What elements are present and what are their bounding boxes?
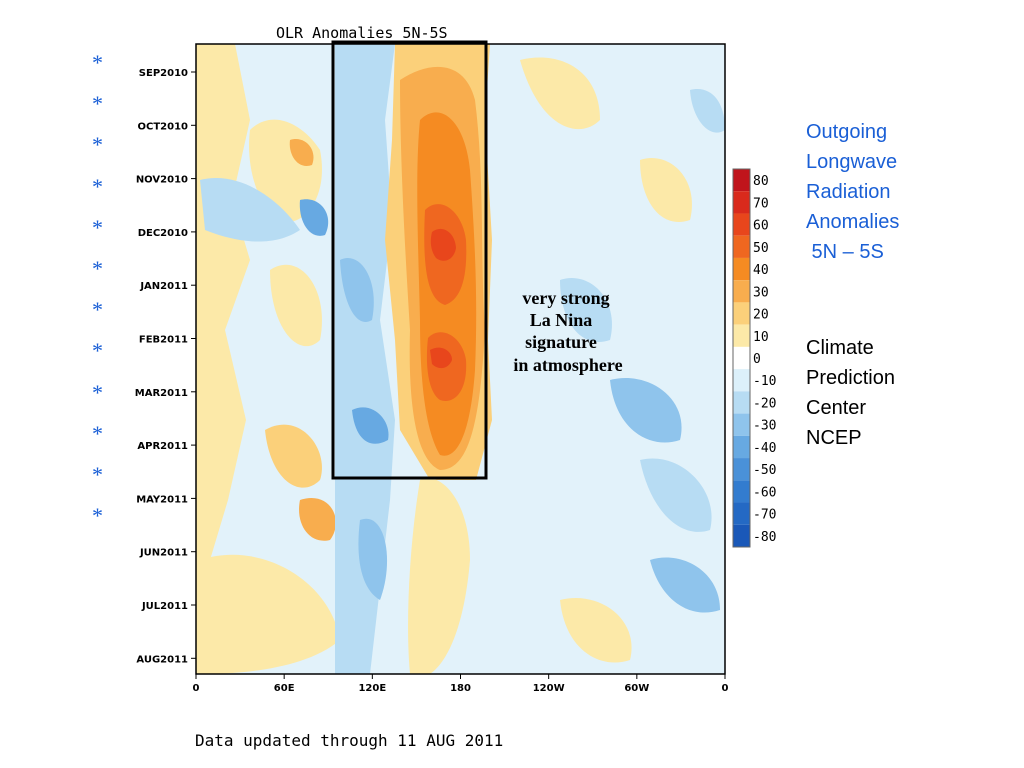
bullet-star: * [92,50,103,75]
olr-line-1: Outgoing [806,121,888,143]
colorbar-label: 20 [753,308,769,323]
bullet-star: * [92,132,103,158]
cpc-credit: Climate Prediction Center NCEP [806,333,1016,453]
annotation-line-1: very strong [522,288,609,308]
bullet-star: * [92,462,103,487]
colorbar-label: 50 [753,241,769,256]
y-tick-label: JUL2011 [141,601,188,612]
y-tick-label: SEP2010 [139,68,188,79]
colorbar-label: -50 [753,463,776,478]
colorbar-swatch [733,502,750,525]
bullet-star: * [92,91,103,117]
y-tick-label: AUG2011 [136,654,188,665]
x-axis: 0 60E 120E 180 120W 60W 0 [193,674,729,694]
x-tick-label: 60W [624,683,649,694]
colorbar-swatch [733,302,750,325]
annotation-line-3: signature [525,332,597,352]
colorbar-label: -10 [753,374,776,389]
olr-line-2: Longwave [806,151,898,173]
bullet-star: * [92,256,103,281]
colorbar-label: 30 [753,285,769,300]
y-tick-label: JAN2011 [139,281,188,292]
colorbar-label: 60 [753,219,769,234]
chart-title: OLR Anomalies 5N-5S [276,24,448,42]
cpc-line-3: Center [806,397,867,419]
annotation-line-4: in atmosphere [513,355,622,375]
colorbar-label: 40 [753,263,769,278]
annotation-line-2: La Nina [530,310,593,330]
colorbar-label: 70 [753,196,769,211]
colorbar-swatch [733,324,750,347]
bullet-star: * [92,338,103,364]
colorbar-label: -80 [753,530,776,545]
colorbar-swatch [733,435,750,459]
colorbar-swatch [733,458,750,481]
olr-line-3: Radiation [806,181,891,203]
colorbar-swatch [733,280,750,303]
colorbar-swatch [733,480,750,503]
colorbar-swatch [733,213,750,236]
x-tick-label: 120W [533,683,565,694]
colorbar-swatch [733,391,750,414]
x-tick-label: 120E [358,683,386,694]
colorbar-label: 0 [753,352,761,367]
x-tick-label: 180 [450,683,471,694]
highlight-box [331,40,488,480]
colorbar-label: 10 [753,330,769,345]
colorbar: 80 70 60 50 40 30 20 10 0 -10 -20 -30 -40 -50 -60 -70 -8… [732,168,776,548]
colorbar-swatch [733,524,750,547]
y-axis: SEP2010 OCT2010 NOV2010 DEC2010 JAN2011 FEB20… [135,68,196,665]
y-tick-label: NOV2010 [136,175,188,186]
y-tick-label: DEC2010 [138,228,188,239]
olr-description: Outgoing Longwave Radiation Anomalies 5N… [806,117,1016,267]
colorbar-label: -20 [753,396,776,411]
y-tick-label: JUN2011 [139,548,188,559]
cpc-line-1: Climate [806,337,874,359]
colorbar-swatch [733,257,750,281]
x-tick-label: 0 [193,683,200,694]
anomaly-field [196,44,725,674]
bullet-star: * [92,173,103,199]
cpc-line-4: NCEP [806,427,862,449]
colorbar-swatch [733,369,750,392]
data-updated-note: Data updated through 11 AUG 2011 [195,731,503,750]
x-tick-label: 0 [722,683,729,694]
colorbar-label: -60 [753,485,776,500]
colorbar-frame [732,168,751,548]
colorbar-label: -70 [753,508,776,523]
colorbar-label: -40 [753,441,776,456]
olr-line-5: 5N – 5S [806,241,884,263]
bullet-star: * [92,297,103,323]
y-tick-label: MAY2011 [136,494,188,505]
colorbar-swatch [733,346,750,370]
bullet-star: * [92,503,103,529]
colorbar-swatch [733,191,750,214]
colorbar-swatch [733,235,750,258]
bullet-star: * [92,214,103,240]
x-tick-label: 60E [274,683,295,694]
colorbar-label: 80 [753,174,769,189]
y-tick-label: FEB2011 [139,335,188,346]
y-tick-label: OCT2010 [138,121,189,132]
bullet-star: * [92,420,103,446]
colorbar-swatch [733,169,750,192]
olr-line-4: Anomalies [806,211,900,233]
bullet-star: * [92,379,103,405]
y-tick-label: APR2011 [137,441,188,452]
y-tick-label: MAR2011 [135,388,188,399]
colorbar-swatch [733,413,750,436]
colorbar-label: -30 [753,419,776,434]
la-nina-annotation: very strong La Nina signature in atmosph… [513,288,622,375]
cpc-line-2: Prediction [806,367,895,389]
